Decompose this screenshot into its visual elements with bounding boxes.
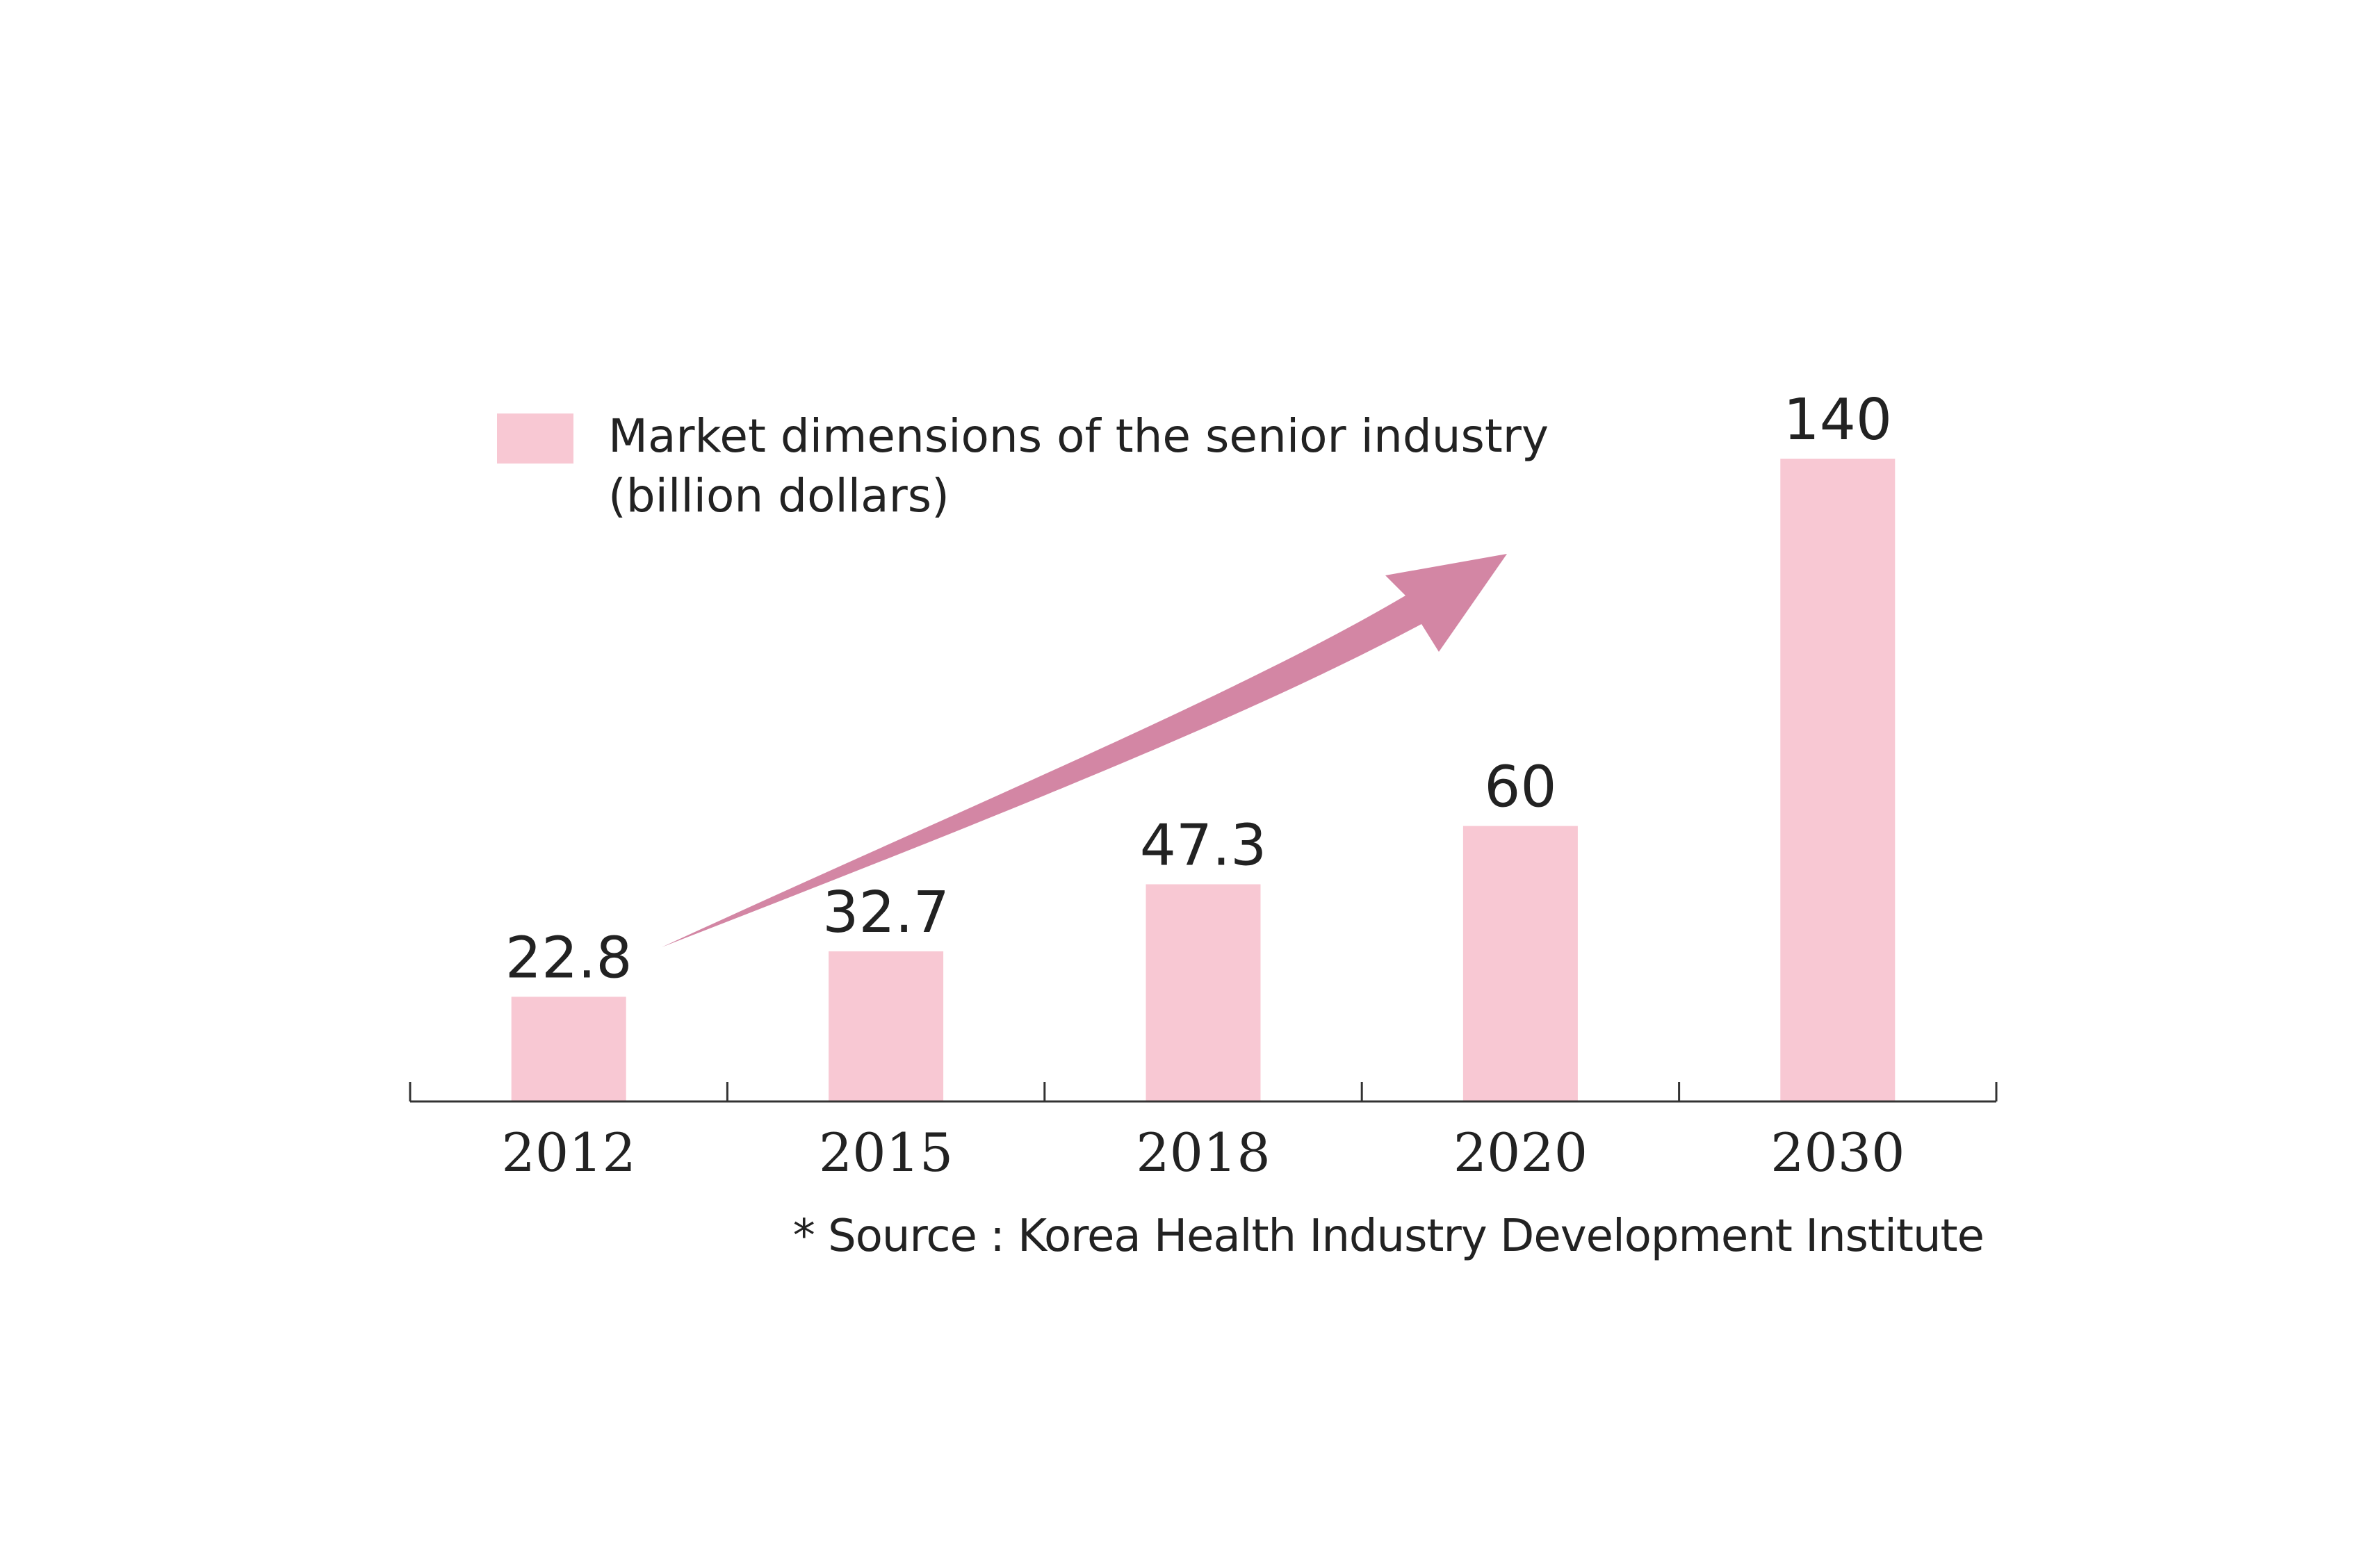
x-tick-labels: 2012 2015 2018 2020 2030 (501, 1122, 1905, 1183)
value-label-2020: 60 (1484, 755, 1556, 821)
value-labels-layer: 22.8 32.7 47.3 60 140 (505, 387, 1892, 991)
legend: Market dimensions of the senior industry… (497, 407, 1651, 526)
bar-2012 (511, 997, 626, 1101)
legend-label: Market dimensions of the senior industry… (608, 409, 1549, 523)
x-tick-label-2030: 2030 (1770, 1122, 1905, 1183)
bar-2015 (829, 951, 944, 1101)
bar-2030 (1780, 459, 1896, 1101)
value-label-2012: 22.8 (505, 925, 633, 991)
x-tick-label-2018: 2018 (1136, 1122, 1270, 1183)
x-tick-label-2012: 2012 (501, 1122, 635, 1183)
legend-swatch (497, 413, 573, 464)
bars-layer (511, 459, 1896, 1101)
trend-arrow-icon (662, 554, 1507, 947)
value-label-2015: 32.7 (822, 880, 949, 946)
trend-arrow-layer (662, 554, 1507, 947)
x-axis (409, 1082, 1998, 1103)
bar-2020 (1462, 826, 1578, 1101)
x-tick-label-2020: 2020 (1453, 1122, 1588, 1183)
x-tick-label-2015: 2015 (819, 1122, 953, 1183)
value-label-2018: 47.3 (1140, 812, 1267, 878)
bar-2018 (1146, 884, 1261, 1101)
source-note: * Source : Korea Health Industry Develop… (792, 1211, 1984, 1262)
value-label-2030: 140 (1784, 387, 1893, 453)
